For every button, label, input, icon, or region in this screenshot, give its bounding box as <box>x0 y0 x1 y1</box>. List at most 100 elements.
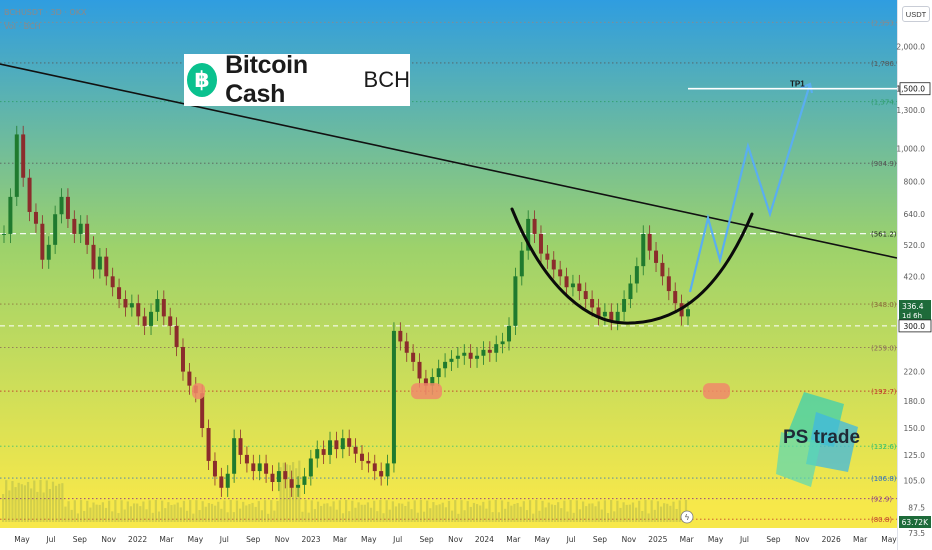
volume-bar <box>11 481 14 522</box>
volume-bar <box>469 506 472 522</box>
candle-body <box>136 303 141 317</box>
volume-bar <box>363 504 366 522</box>
candle-body <box>609 311 614 322</box>
volume-bar <box>528 500 532 522</box>
candle-body <box>647 233 652 251</box>
volume-bar <box>26 481 30 522</box>
volume-bar <box>145 509 148 522</box>
volume-bar <box>507 501 510 522</box>
volume-bar <box>373 500 376 522</box>
volume-bar <box>285 464 288 522</box>
candle-body <box>443 361 448 369</box>
x-axis-tick-label: Sep <box>420 535 434 544</box>
candle-body <box>372 463 377 472</box>
x-axis-tick-label: Mar <box>159 535 174 544</box>
x-axis-tick-label: May <box>14 535 30 544</box>
volume-bar <box>98 504 101 522</box>
volume-bar <box>307 512 310 522</box>
price-level-label: (92.9) <box>871 496 892 504</box>
volume-bar <box>600 509 603 522</box>
price-levels: (2,353.1) (1,786.7) (1,374.3) (904.9) (561.2… <box>0 19 903 524</box>
volume-bar <box>485 508 488 522</box>
price-level-label: (80.8) <box>871 516 892 524</box>
logo-name: Bitcoin Cash <box>225 51 308 108</box>
volume-bar <box>647 513 650 522</box>
price-level-label: (192.7) <box>871 388 897 396</box>
volume-bar <box>282 462 285 522</box>
volume-bar <box>610 500 613 522</box>
volume-bar <box>132 503 136 522</box>
candle-body <box>206 428 211 461</box>
volume-bar <box>198 510 201 522</box>
price-level-label: (904.9) <box>871 160 897 168</box>
volume-bar <box>581 501 585 522</box>
volume-bar <box>170 505 173 522</box>
volume-bar <box>466 501 469 522</box>
volume-bar <box>76 513 80 522</box>
x-axis-tick-label: May <box>188 535 204 544</box>
candle-body <box>251 463 256 472</box>
volume-bar <box>79 500 83 522</box>
volume-bar <box>357 502 360 522</box>
volume-bar <box>653 509 656 522</box>
volume-bar <box>435 505 438 522</box>
volume-bar <box>323 503 326 522</box>
volume-bar <box>232 512 235 522</box>
candle-body <box>244 454 249 464</box>
price-axis[interactable] <box>897 0 932 550</box>
x-axis-tick-label: Nov <box>448 535 463 544</box>
volume-bar <box>510 505 513 522</box>
volume-bar <box>638 500 641 522</box>
volume-bar <box>254 506 257 522</box>
candle-body <box>519 250 524 277</box>
volume-bar <box>223 500 226 522</box>
volume-bar <box>310 500 313 522</box>
volume-bar <box>151 512 154 522</box>
volume-bar <box>422 511 426 522</box>
x-axis-tick-label: Nov <box>795 535 810 544</box>
candle-body <box>212 460 217 477</box>
symbol-header: BCHUSDT · 3D · OKX <box>4 8 87 17</box>
support-zone <box>703 383 730 400</box>
volume-bar <box>295 468 298 522</box>
volume-bar <box>136 503 139 522</box>
volume-bar <box>329 506 332 522</box>
volume-bar <box>366 502 370 522</box>
volume-bar <box>185 510 189 522</box>
volume-bar <box>229 500 232 522</box>
candle-body <box>686 309 690 317</box>
volume-bar <box>376 511 379 522</box>
volume-bar <box>23 485 27 522</box>
volume-bar <box>560 508 563 522</box>
volume-bar <box>447 500 451 522</box>
volume-bar <box>14 487 17 522</box>
candle-body <box>110 276 115 288</box>
volume-bar <box>48 488 51 522</box>
volume-bar <box>288 465 292 522</box>
volume-bar <box>263 500 267 522</box>
volume-bar <box>83 510 86 522</box>
volume-bar <box>494 500 497 522</box>
candle-body <box>334 440 339 450</box>
candle-body <box>366 460 371 464</box>
volume-bar <box>189 500 192 522</box>
volume-bar <box>669 505 672 522</box>
volume-bar <box>279 467 282 522</box>
chart-background <box>0 0 897 550</box>
candle-body <box>379 471 384 477</box>
volume-bar <box>217 501 220 522</box>
x-axis-tick-label: Sep <box>73 535 87 544</box>
candle-body <box>507 325 512 342</box>
volume-bar <box>226 512 229 522</box>
candle-body <box>532 218 537 234</box>
support-zone <box>411 383 442 400</box>
candle-body <box>666 276 671 292</box>
volume-bar <box>407 501 410 522</box>
volume-bar <box>603 500 607 522</box>
volume-bar <box>535 500 538 522</box>
volume-bar <box>666 503 669 522</box>
cup-pattern <box>510 207 754 325</box>
currency-badge[interactable]: USDT <box>902 6 930 22</box>
volume-bar <box>245 505 248 522</box>
volume-bar <box>298 460 301 522</box>
